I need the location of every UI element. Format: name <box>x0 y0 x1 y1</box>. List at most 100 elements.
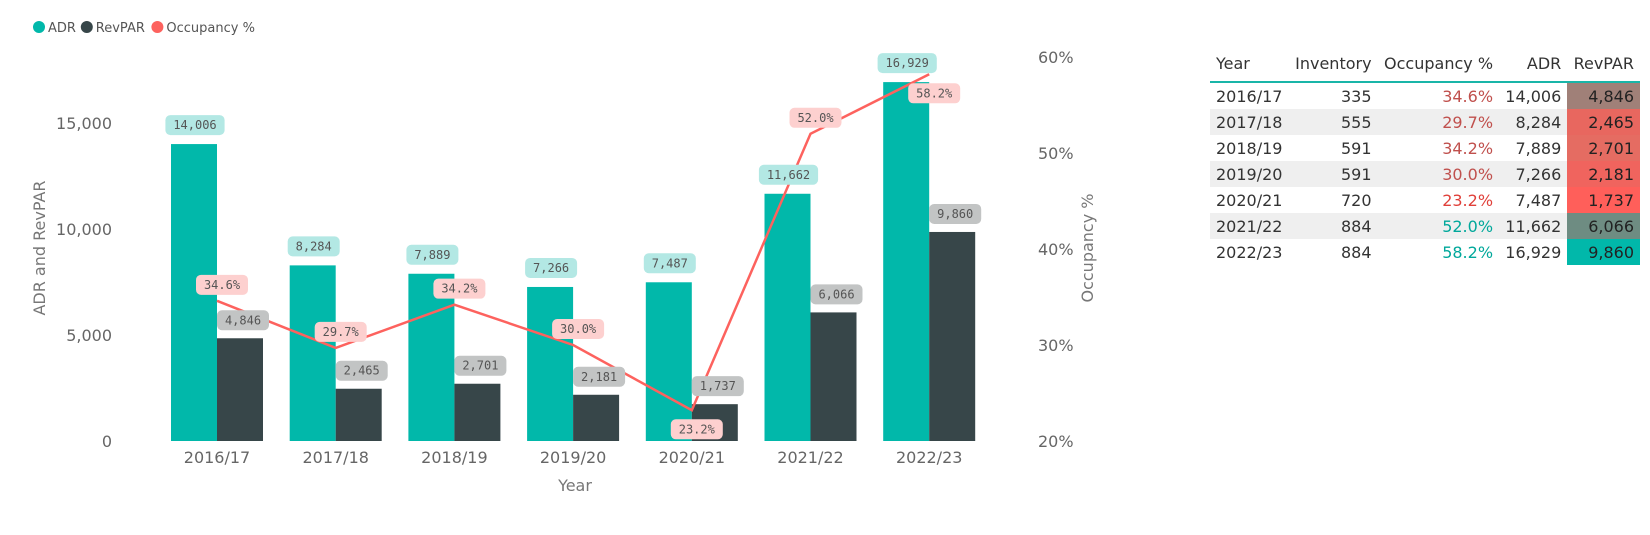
cell-occupancy: 34.2% <box>1442 138 1494 158</box>
data-label-occupancy: 52.0% <box>797 111 834 125</box>
cell-adr: 7,889 <box>1515 138 1562 158</box>
cell-year: 2018/19 <box>1216 138 1283 158</box>
data-label-revpar-bg <box>573 366 626 387</box>
cell-year: 2016/17 <box>1216 86 1283 106</box>
header-occupancy[interactable]: Occupancy % <box>1377 45 1500 83</box>
data-label-adr-bg <box>643 253 696 274</box>
cell-occupancy: 23.2% <box>1442 190 1494 210</box>
y-tick-label: 5,000 <box>66 326 112 345</box>
bar-revpar <box>573 394 620 441</box>
y2-tick-label: 30% <box>1038 336 1074 355</box>
header-adr[interactable]: ADR <box>1499 45 1568 83</box>
legend-label-2: Occupancy % <box>166 21 255 36</box>
cell-inventory: 555 <box>1341 112 1372 132</box>
table-body: 2016/17 335 34.6% 14,006 4,846 2017/18 555 29.7… <box>1210 82 1640 265</box>
occupancy-line <box>216 73 930 413</box>
data-label-occupancy: 29.7% <box>323 325 360 339</box>
bar-revpar <box>929 231 976 441</box>
table-row: 2021/22 884 52.0% 11,662 6,066 <box>1210 213 1640 239</box>
y-tick-label: 15,000 <box>56 114 112 133</box>
table-row: 2022/23 884 58.2% 16,929 9,860 <box>1210 239 1640 265</box>
bar-adr <box>645 282 692 441</box>
data-label-revpar-bg <box>335 360 388 381</box>
bar-adr <box>764 193 811 441</box>
legend-marker-occupancy- <box>151 21 164 33</box>
cell-occupancy: 58.2% <box>1442 242 1494 262</box>
x-tick-label: 2016/17 <box>184 448 250 467</box>
cell-inventory: 591 <box>1341 138 1372 158</box>
data-label-revpar-bg <box>691 376 744 397</box>
cell-revpar: 2,181 <box>1567 161 1640 187</box>
data-label-occupancy: 30.0% <box>560 322 597 336</box>
cell-inventory: 884 <box>1341 242 1372 262</box>
x-tick-label: 2021/22 <box>777 448 843 467</box>
cell-occupancy: 34.6% <box>1442 86 1494 106</box>
data-label-revpar: 6,066 <box>818 287 854 301</box>
bar-adr <box>408 273 455 441</box>
x-tick-label: 2019/20 <box>540 448 606 467</box>
table-row: 2018/19 591 34.2% 7,889 2,701 <box>1210 135 1640 161</box>
x-tick-label: 2017/18 <box>302 448 368 467</box>
table-row: 2019/20 591 30.0% 7,266 2,181 <box>1210 161 1640 187</box>
data-label-adr: 11,662 <box>767 168 810 182</box>
cell-revpar: 4,846 <box>1567 82 1640 109</box>
data-label-occupancy-bg <box>433 278 486 299</box>
y2-tick-label: 20% <box>1038 432 1074 451</box>
cell-adr: 7,487 <box>1515 190 1562 210</box>
data-label-adr: 7,487 <box>652 256 688 270</box>
cell-year: 2021/22 <box>1216 216 1283 236</box>
cell-inventory: 720 <box>1341 190 1372 210</box>
data-label-adr: 14,006 <box>173 118 216 132</box>
y-axis-title: ADR and RevPAR <box>30 180 49 315</box>
data-label-revpar: 4,846 <box>225 313 261 327</box>
y-tick-label: 10,000 <box>56 220 112 239</box>
data-label-revpar: 2,465 <box>344 364 380 378</box>
header-year[interactable]: Year <box>1210 45 1289 83</box>
legend: ADR RevPAR Occupancy % <box>33 21 255 36</box>
data-label-revpar-bg <box>929 203 982 224</box>
cell-occupancy: 29.7% <box>1442 112 1494 132</box>
legend-marker-revpar <box>80 21 93 33</box>
data-label-adr-bg <box>287 236 340 257</box>
x-axis: 2016/17 2017/18 2018/19 2019/20 2020/21 2021/… <box>184 448 963 467</box>
data-label-occupancy: 34.2% <box>441 282 478 296</box>
cell-revpar: 2,465 <box>1567 109 1640 135</box>
data-label-occupancy-bg <box>670 419 723 440</box>
y-axis-secondary: 20% 30% 40% 50% 60% <box>1038 48 1074 451</box>
header-inventory[interactable]: Inventory <box>1288 45 1378 83</box>
table-header-row: Year Inventory Occupancy % ADR RevPAR <box>1210 45 1640 83</box>
x-tick-label: 2018/19 <box>421 448 487 467</box>
data-label-adr-bg <box>877 53 937 74</box>
data-label-occupancy: 58.2% <box>916 86 953 100</box>
bar-adr <box>883 82 930 442</box>
data-label-adr-bg <box>525 257 578 278</box>
cell-revpar: 9,860 <box>1567 239 1640 265</box>
cell-adr: 7,266 <box>1515 164 1562 184</box>
x-tick-label: 2020/21 <box>659 448 725 467</box>
data-label-revpar: 1,737 <box>700 379 736 393</box>
bar-adr <box>289 265 336 441</box>
data-label-revpar: 2,701 <box>462 359 498 373</box>
data-label-occupancy-bg <box>196 274 248 295</box>
table-row: 2016/17 335 34.6% 14,006 4,846 <box>1210 82 1640 109</box>
legend-label-0: ADR <box>48 21 76 36</box>
cell-inventory: 591 <box>1341 164 1372 184</box>
data-label-revpar-bg <box>454 355 507 376</box>
x-tick-label: 2022/23 <box>896 448 962 467</box>
cell-adr: 8,284 <box>1515 112 1562 132</box>
cell-revpar: 2,701 <box>1567 135 1640 161</box>
bar-revpar <box>810 312 857 441</box>
y2-tick-label: 40% <box>1038 240 1074 259</box>
x-axis-title: Year <box>557 476 592 495</box>
header-revpar[interactable]: RevPAR <box>1567 45 1640 83</box>
cell-occupancy: 52.0% <box>1442 216 1494 236</box>
legend-label-1: RevPAR <box>96 21 145 36</box>
cell-adr: 16,929 <box>1505 242 1562 262</box>
cell-adr: 14,006 <box>1505 86 1562 106</box>
cell-occupancy: 30.0% <box>1442 164 1494 184</box>
data-label-adr: 16,929 <box>886 56 929 70</box>
y2-tick-label: 50% <box>1038 144 1074 163</box>
bar-revpar <box>217 338 263 441</box>
y2-axis-title: Occupancy % <box>1078 194 1097 303</box>
